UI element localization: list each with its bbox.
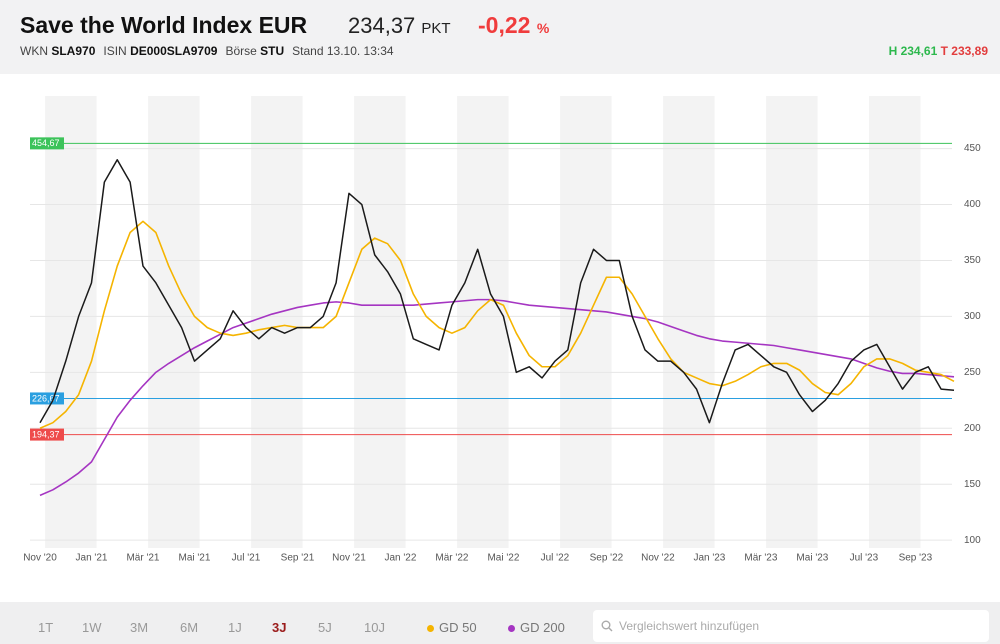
meta-label: Börse — [225, 44, 257, 58]
range-button[interactable]: 5J — [318, 620, 332, 635]
band — [251, 96, 303, 548]
y-tick-label: 300 — [964, 311, 981, 322]
change: -0,22 % — [478, 12, 549, 39]
band — [45, 96, 97, 548]
x-tick-label: Sep '21 — [281, 553, 315, 564]
reference-label: 226,67 — [32, 393, 60, 403]
range-button[interactable]: 10J — [364, 620, 385, 635]
high: H 234,61 — [888, 44, 938, 58]
x-tick-label: Mär '22 — [435, 553, 468, 564]
y-tick-label: 100 — [964, 535, 981, 546]
x-tick-label: Nov '22 — [641, 553, 675, 564]
x-tick-label: Jan '21 — [76, 553, 108, 564]
meta-label: ISIN — [103, 44, 127, 58]
legend-dot — [508, 625, 515, 632]
price: 234,37 PKT — [348, 13, 451, 39]
series-line — [39, 159, 955, 424]
range-button[interactable]: 1J — [228, 620, 242, 635]
x-tick-label: Jul '21 — [232, 553, 261, 564]
band — [354, 96, 406, 548]
range-button[interactable]: 3M — [130, 620, 149, 635]
reference-tag — [30, 137, 64, 150]
range-button[interactable]: 3J — [272, 620, 287, 635]
change-unit: % — [536, 20, 550, 36]
meta-value: STU — [260, 44, 285, 58]
y-tick-label: 200 — [964, 423, 981, 434]
series-line — [39, 220, 955, 430]
legend-label: GD 200 — [520, 620, 565, 635]
x-tick-label: Mär '23 — [744, 553, 777, 564]
header: Save the World Index EUR 234,37 PKT -0,2… — [0, 0, 1000, 74]
legend-dot — [427, 625, 434, 632]
band — [663, 96, 715, 548]
band — [869, 96, 921, 548]
change-value: -0,22 — [478, 12, 531, 38]
band — [457, 96, 509, 548]
x-tick-label: Mai '22 — [487, 553, 519, 564]
y-tick-label: 250 — [964, 367, 981, 378]
y-tick-label: 150 — [964, 479, 981, 490]
y-tick-label: 350 — [964, 255, 981, 266]
range-button[interactable]: 1T — [38, 620, 54, 635]
meta-label: WKN — [20, 44, 48, 58]
x-tick-label: Jul '23 — [850, 553, 879, 564]
meta-value: DE000SLA9709 — [130, 44, 218, 58]
range-button[interactable]: 6M — [180, 620, 199, 635]
meta-value: SLA970 — [51, 44, 96, 58]
price-value: 234,37 — [348, 13, 416, 38]
x-tick-label: Mai '21 — [179, 553, 211, 564]
toolbar: 1T 1W 3M 6M 1J 3J 5J 10J GD 50 GD 200 Vergleichswe… — [0, 602, 1000, 644]
x-tick-label: Nov '20 — [23, 553, 57, 564]
legend-item[interactable]: GD 50 — [427, 620, 477, 635]
search-icon — [601, 620, 613, 632]
y-tick-label: 400 — [964, 199, 981, 210]
band — [148, 96, 200, 548]
high-low: H 234,61 T 233,89 — [889, 44, 988, 58]
legend-label: GD 50 — [439, 620, 477, 635]
series-line — [39, 298, 955, 497]
x-tick-label: Sep '22 — [590, 553, 624, 564]
x-tick-label: Mai '23 — [796, 553, 828, 564]
meta: WKN SLA970 ISIN DE000SLA9709 Börse STU Stan… — [20, 44, 394, 58]
price-unit: PKT — [421, 20, 451, 37]
reference-tag — [30, 392, 64, 405]
reference-label: 454,67 — [32, 138, 60, 148]
x-tick-label: Sep '23 — [899, 553, 933, 564]
x-tick-label: Jan '23 — [693, 553, 725, 564]
range-button[interactable]: 1W — [82, 620, 102, 635]
stand: Stand 13.10. 13:34 — [292, 44, 394, 58]
low: T 233,89 — [940, 44, 988, 58]
band — [766, 96, 818, 548]
x-tick-label: Mär '21 — [126, 553, 159, 564]
reference-label: 194,37 — [32, 429, 60, 439]
search-placeholder: Vergleichswert hinzufügen — [619, 619, 760, 633]
search-input[interactable]: Vergleichswert hinzufügen — [593, 610, 989, 642]
reference-tag — [30, 428, 64, 441]
x-tick-label: Nov '21 — [332, 553, 366, 564]
x-tick-label: Jul '22 — [541, 553, 570, 564]
title: Save the World Index EUR — [20, 12, 308, 38]
x-tick-label: Jan '22 — [384, 553, 416, 564]
y-tick-label: 450 — [964, 143, 981, 154]
chart: 100 150 200 250 300 350 400 450 Nov '20 Jan '21 Mä… — [23, 96, 981, 564]
legend-item[interactable]: GD 200 — [508, 620, 565, 635]
